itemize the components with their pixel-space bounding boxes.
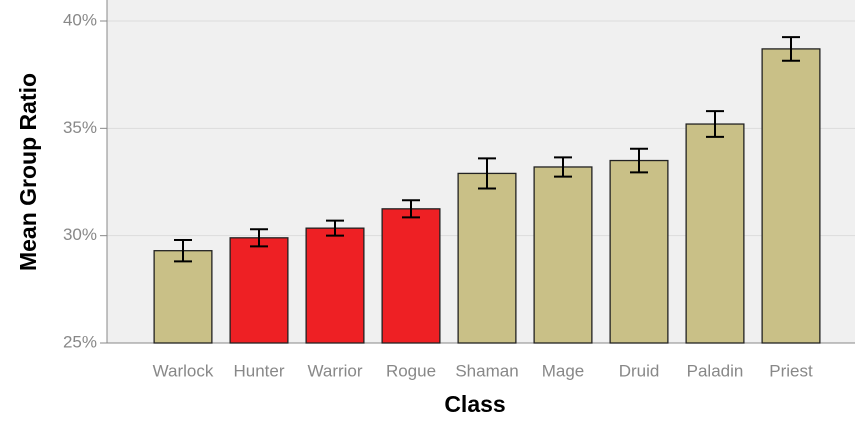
error-bar: [174, 238, 192, 263]
bar: [609, 159, 669, 344]
bar: [305, 227, 365, 344]
x-tick-label: Druid: [619, 361, 660, 380]
x-tick-label: Hunter: [233, 361, 284, 380]
y-tick-label: 35%: [63, 118, 97, 137]
error-bar: [782, 36, 800, 62]
bar: [457, 172, 517, 344]
x-tick-label: Paladin: [687, 361, 744, 380]
error-bar: [630, 147, 648, 174]
x-tick-label: Rogue: [386, 361, 436, 380]
y-axis-title: Mean Group Ratio: [15, 73, 41, 271]
error-bar: [402, 199, 420, 219]
bar: [761, 48, 821, 344]
x-tick-label: Warrior: [307, 361, 362, 380]
error-bar: [326, 219, 344, 237]
bar: [533, 166, 593, 344]
x-tick-label: Shaman: [455, 361, 518, 380]
error-bar: [706, 110, 724, 138]
x-axis-title: Class: [444, 391, 505, 417]
x-tick-label: Warlock: [153, 361, 214, 380]
error-bar: [250, 228, 268, 248]
error-bar: [478, 157, 496, 190]
y-tick-label: 40%: [63, 10, 97, 29]
y-tick-label: 30%: [63, 225, 97, 244]
bar: [229, 237, 289, 344]
bar: [685, 123, 745, 344]
x-tick-label: Priest: [769, 361, 813, 380]
x-tick-label: Mage: [542, 361, 585, 380]
y-tick-label: 25%: [63, 332, 97, 351]
error-bar: [554, 156, 572, 178]
bar: [153, 250, 213, 344]
bar: [381, 208, 441, 344]
